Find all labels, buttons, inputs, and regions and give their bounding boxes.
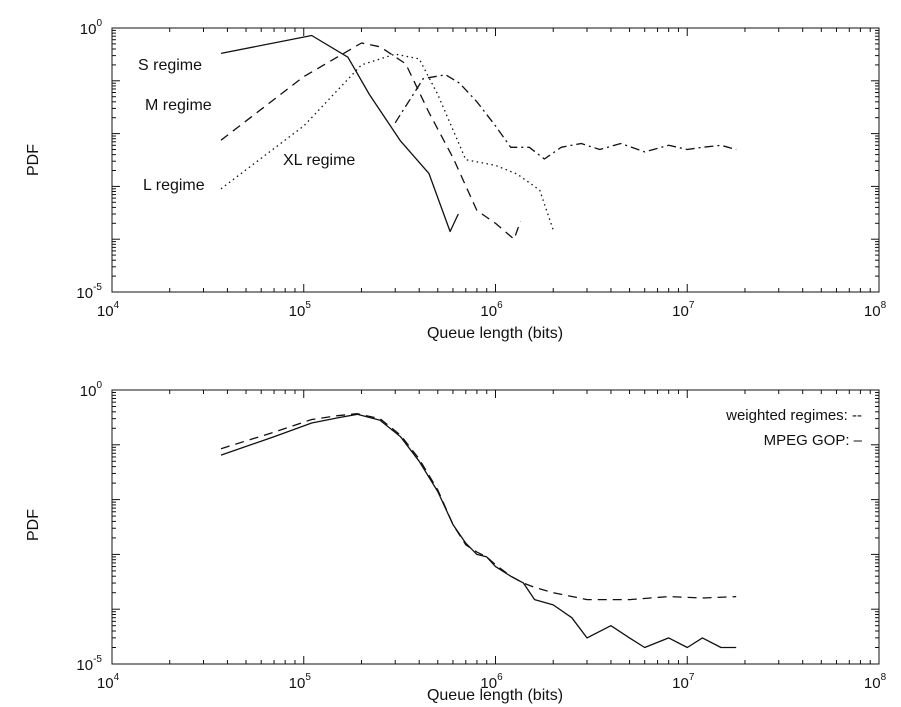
y-axis-label-top: PDF xyxy=(25,144,42,176)
y-axis-label-bottom: PDF xyxy=(25,509,42,541)
y-tick-labels-top: 100 10-5 xyxy=(76,18,102,302)
x-tick-label: 106 xyxy=(480,300,503,320)
y-tick-label: 100 xyxy=(80,18,103,38)
x-tick-label: 104 xyxy=(97,672,120,692)
y-tick-label: 100 xyxy=(80,380,103,400)
x-tick-label: 105 xyxy=(289,300,312,320)
x-axis-label-bottom: Queue length (bits) xyxy=(427,687,563,704)
y-tick-label: 10-5 xyxy=(76,282,102,302)
x-tick-label: 107 xyxy=(672,300,695,320)
annotation-m-regime: M regime xyxy=(145,97,212,114)
annotation-xl-regime: XL regime xyxy=(283,152,355,169)
x-tick-label: 104 xyxy=(97,300,120,320)
x-tick-label: 106 xyxy=(480,672,503,692)
annotation-l-regime: L regime xyxy=(143,177,205,194)
x-tick-labels-top: 104 105 106 107 108 xyxy=(97,300,887,320)
chart-bottom: 104 105 106 107 108 100 10-5 Queue length (bi… xyxy=(25,380,887,704)
x-tick-labels-bottom: 104 105 106 107 108 xyxy=(97,672,887,692)
tick-marks-bottom xyxy=(111,389,880,665)
series-L-line xyxy=(220,53,554,231)
x-tick-label: 108 xyxy=(864,300,887,320)
legend-entry-mpeg-gop: MPEG GOP: – xyxy=(764,432,863,449)
x-tick-label: 107 xyxy=(672,672,695,692)
y-tick-labels-bottom: 100 10-5 xyxy=(76,380,102,674)
series-XL-line xyxy=(394,74,737,160)
series-mpeg-line xyxy=(220,413,737,649)
chart-top: 104 105 106 107 108 100 10-5 Queue length (bi… xyxy=(25,18,887,342)
x-axis-label-top: Queue length (bits) xyxy=(427,325,563,342)
legend-entry-weighted-regimes: weighted regimes: -- xyxy=(725,407,862,424)
x-tick-label: 105 xyxy=(289,672,312,692)
plot-frame-top xyxy=(111,27,880,293)
tick-marks-top xyxy=(111,27,880,293)
y-tick-label: 10-5 xyxy=(76,654,102,674)
series-M-line xyxy=(220,42,522,240)
series-layer-bottom xyxy=(220,413,737,649)
x-tick-label: 108 xyxy=(864,672,887,692)
series-layer-top xyxy=(220,34,737,240)
series-weighted-line xyxy=(220,413,737,601)
annotation-s-regime: S regime xyxy=(138,57,202,74)
series-S-line xyxy=(220,34,459,233)
